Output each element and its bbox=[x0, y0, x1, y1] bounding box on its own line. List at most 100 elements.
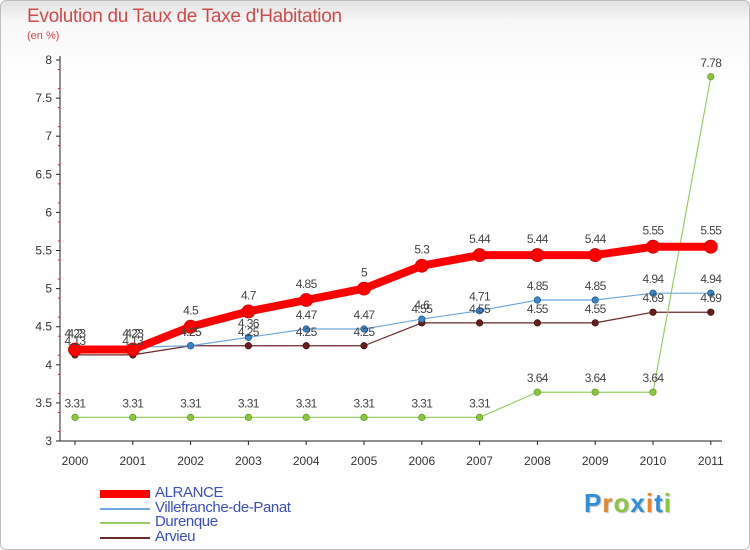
data-point bbox=[591, 388, 599, 396]
data-label: 3.64 bbox=[527, 371, 549, 385]
logo-letter: i bbox=[645, 488, 655, 518]
data-label: 4.85 bbox=[527, 279, 549, 293]
y-tick-label: 8 bbox=[45, 53, 52, 67]
y-tick-label: 5.5 bbox=[35, 244, 52, 258]
data-point bbox=[533, 319, 542, 327]
chart-title: Evolution du Taux de Taxe d'Habitation bbox=[27, 6, 342, 27]
y-tick-label: 4 bbox=[45, 358, 52, 372]
data-label: 4.55 bbox=[585, 302, 607, 316]
data-label: 4.69 bbox=[643, 291, 665, 305]
logo-letter: t bbox=[654, 488, 664, 518]
data-label: 4.25 bbox=[354, 325, 376, 339]
data-point bbox=[472, 248, 487, 262]
data-label: 3.31 bbox=[65, 396, 87, 410]
x-tick-label: 2006 bbox=[408, 454, 435, 468]
data-point bbox=[187, 342, 195, 350]
data-point bbox=[71, 413, 79, 421]
data-point bbox=[649, 308, 657, 316]
y-tick-label: 7 bbox=[45, 129, 52, 143]
data-label: 3.31 bbox=[354, 396, 376, 410]
data-point bbox=[244, 333, 252, 341]
data-point bbox=[649, 289, 657, 297]
data-label: 4.25 bbox=[296, 325, 318, 339]
data-label: 3.64 bbox=[585, 371, 607, 385]
y-tick-label: 3.5 bbox=[35, 396, 52, 410]
x-tick-label: 2007 bbox=[466, 454, 493, 468]
data-label: 5.55 bbox=[643, 224, 665, 238]
data-point bbox=[703, 239, 718, 254]
data-point bbox=[418, 413, 426, 421]
data-label: 4.47 bbox=[354, 308, 376, 322]
x-tick-label: 2002 bbox=[177, 454, 204, 468]
data-label: 4.71 bbox=[469, 290, 491, 304]
data-point bbox=[360, 325, 368, 333]
data-label: 4.5 bbox=[183, 304, 199, 318]
data-label: 4.13 bbox=[122, 334, 144, 348]
data-label: 5 bbox=[361, 266, 368, 280]
data-point bbox=[129, 413, 137, 421]
data-point bbox=[707, 73, 715, 81]
data-label: 4.55 bbox=[411, 302, 433, 316]
x-tick-label: 2011 bbox=[698, 454, 724, 468]
data-point bbox=[475, 307, 484, 315]
y-tick-label: 6 bbox=[45, 205, 52, 219]
data-label: 3.31 bbox=[238, 396, 260, 410]
data-label: 4.13 bbox=[65, 334, 87, 348]
data-label: 5.44 bbox=[527, 232, 549, 246]
x-tick-label: 2010 bbox=[640, 454, 667, 468]
legend-label: Villefranche-de-Panat bbox=[155, 499, 291, 516]
data-point bbox=[591, 319, 599, 327]
data-point bbox=[646, 239, 660, 254]
data-label: 4.85 bbox=[585, 279, 607, 293]
data-point bbox=[299, 293, 314, 307]
logo-letter: x bbox=[630, 488, 646, 518]
logo-letter: P bbox=[584, 488, 603, 518]
y-tick-label: 4.5 bbox=[35, 320, 52, 334]
data-label: 3.64 bbox=[643, 371, 665, 385]
data-point bbox=[707, 308, 715, 316]
data-point bbox=[533, 388, 542, 396]
x-tick-label: 2000 bbox=[62, 454, 89, 468]
data-label: 4.85 bbox=[296, 277, 318, 291]
data-point bbox=[241, 304, 256, 319]
logo-letter: o bbox=[613, 488, 631, 518]
series-line-2 bbox=[74, 76, 712, 418]
x-tick-label: 2004 bbox=[293, 454, 320, 468]
y-tick-label: 6.5 bbox=[35, 167, 52, 181]
brand-logo: Proxiti bbox=[584, 488, 672, 519]
data-point bbox=[591, 296, 599, 304]
data-label: 4.47 bbox=[296, 308, 318, 322]
chart-unit-label: (en %) bbox=[27, 30, 60, 42]
data-point bbox=[302, 325, 310, 333]
data-label: 4.94 bbox=[643, 272, 665, 286]
data-point bbox=[360, 342, 368, 350]
y-tick-label: 7.5 bbox=[35, 91, 52, 105]
data-label: 4.36 bbox=[238, 316, 260, 330]
legend-label: ALRANCE bbox=[155, 484, 224, 501]
data-point bbox=[649, 388, 657, 396]
data-point bbox=[360, 413, 368, 421]
legend-swatch bbox=[100, 508, 150, 510]
x-tick-label: 2001 bbox=[119, 454, 146, 468]
legend-label: Durenque bbox=[155, 513, 218, 530]
data-point bbox=[125, 342, 140, 357]
data-label: 4.25 bbox=[180, 325, 202, 339]
x-tick-label: 2003 bbox=[235, 454, 262, 468]
data-label: 3.31 bbox=[411, 396, 433, 410]
data-label: 4.25 bbox=[180, 325, 202, 339]
data-label: 4.55 bbox=[469, 302, 491, 316]
data-label: 4.6 bbox=[414, 298, 430, 312]
legend-swatch bbox=[100, 490, 150, 498]
data-point bbox=[707, 289, 715, 297]
data-label: 4.69 bbox=[700, 291, 722, 305]
data-label: 5.55 bbox=[700, 224, 722, 238]
data-point bbox=[475, 319, 484, 327]
data-label: 4.94 bbox=[700, 272, 722, 286]
data-point bbox=[244, 342, 252, 350]
data-label: 3.31 bbox=[296, 396, 318, 410]
data-label: 4.23 bbox=[65, 326, 87, 340]
data-point bbox=[414, 258, 429, 273]
legend-swatch bbox=[100, 537, 150, 539]
data-point bbox=[588, 248, 603, 262]
